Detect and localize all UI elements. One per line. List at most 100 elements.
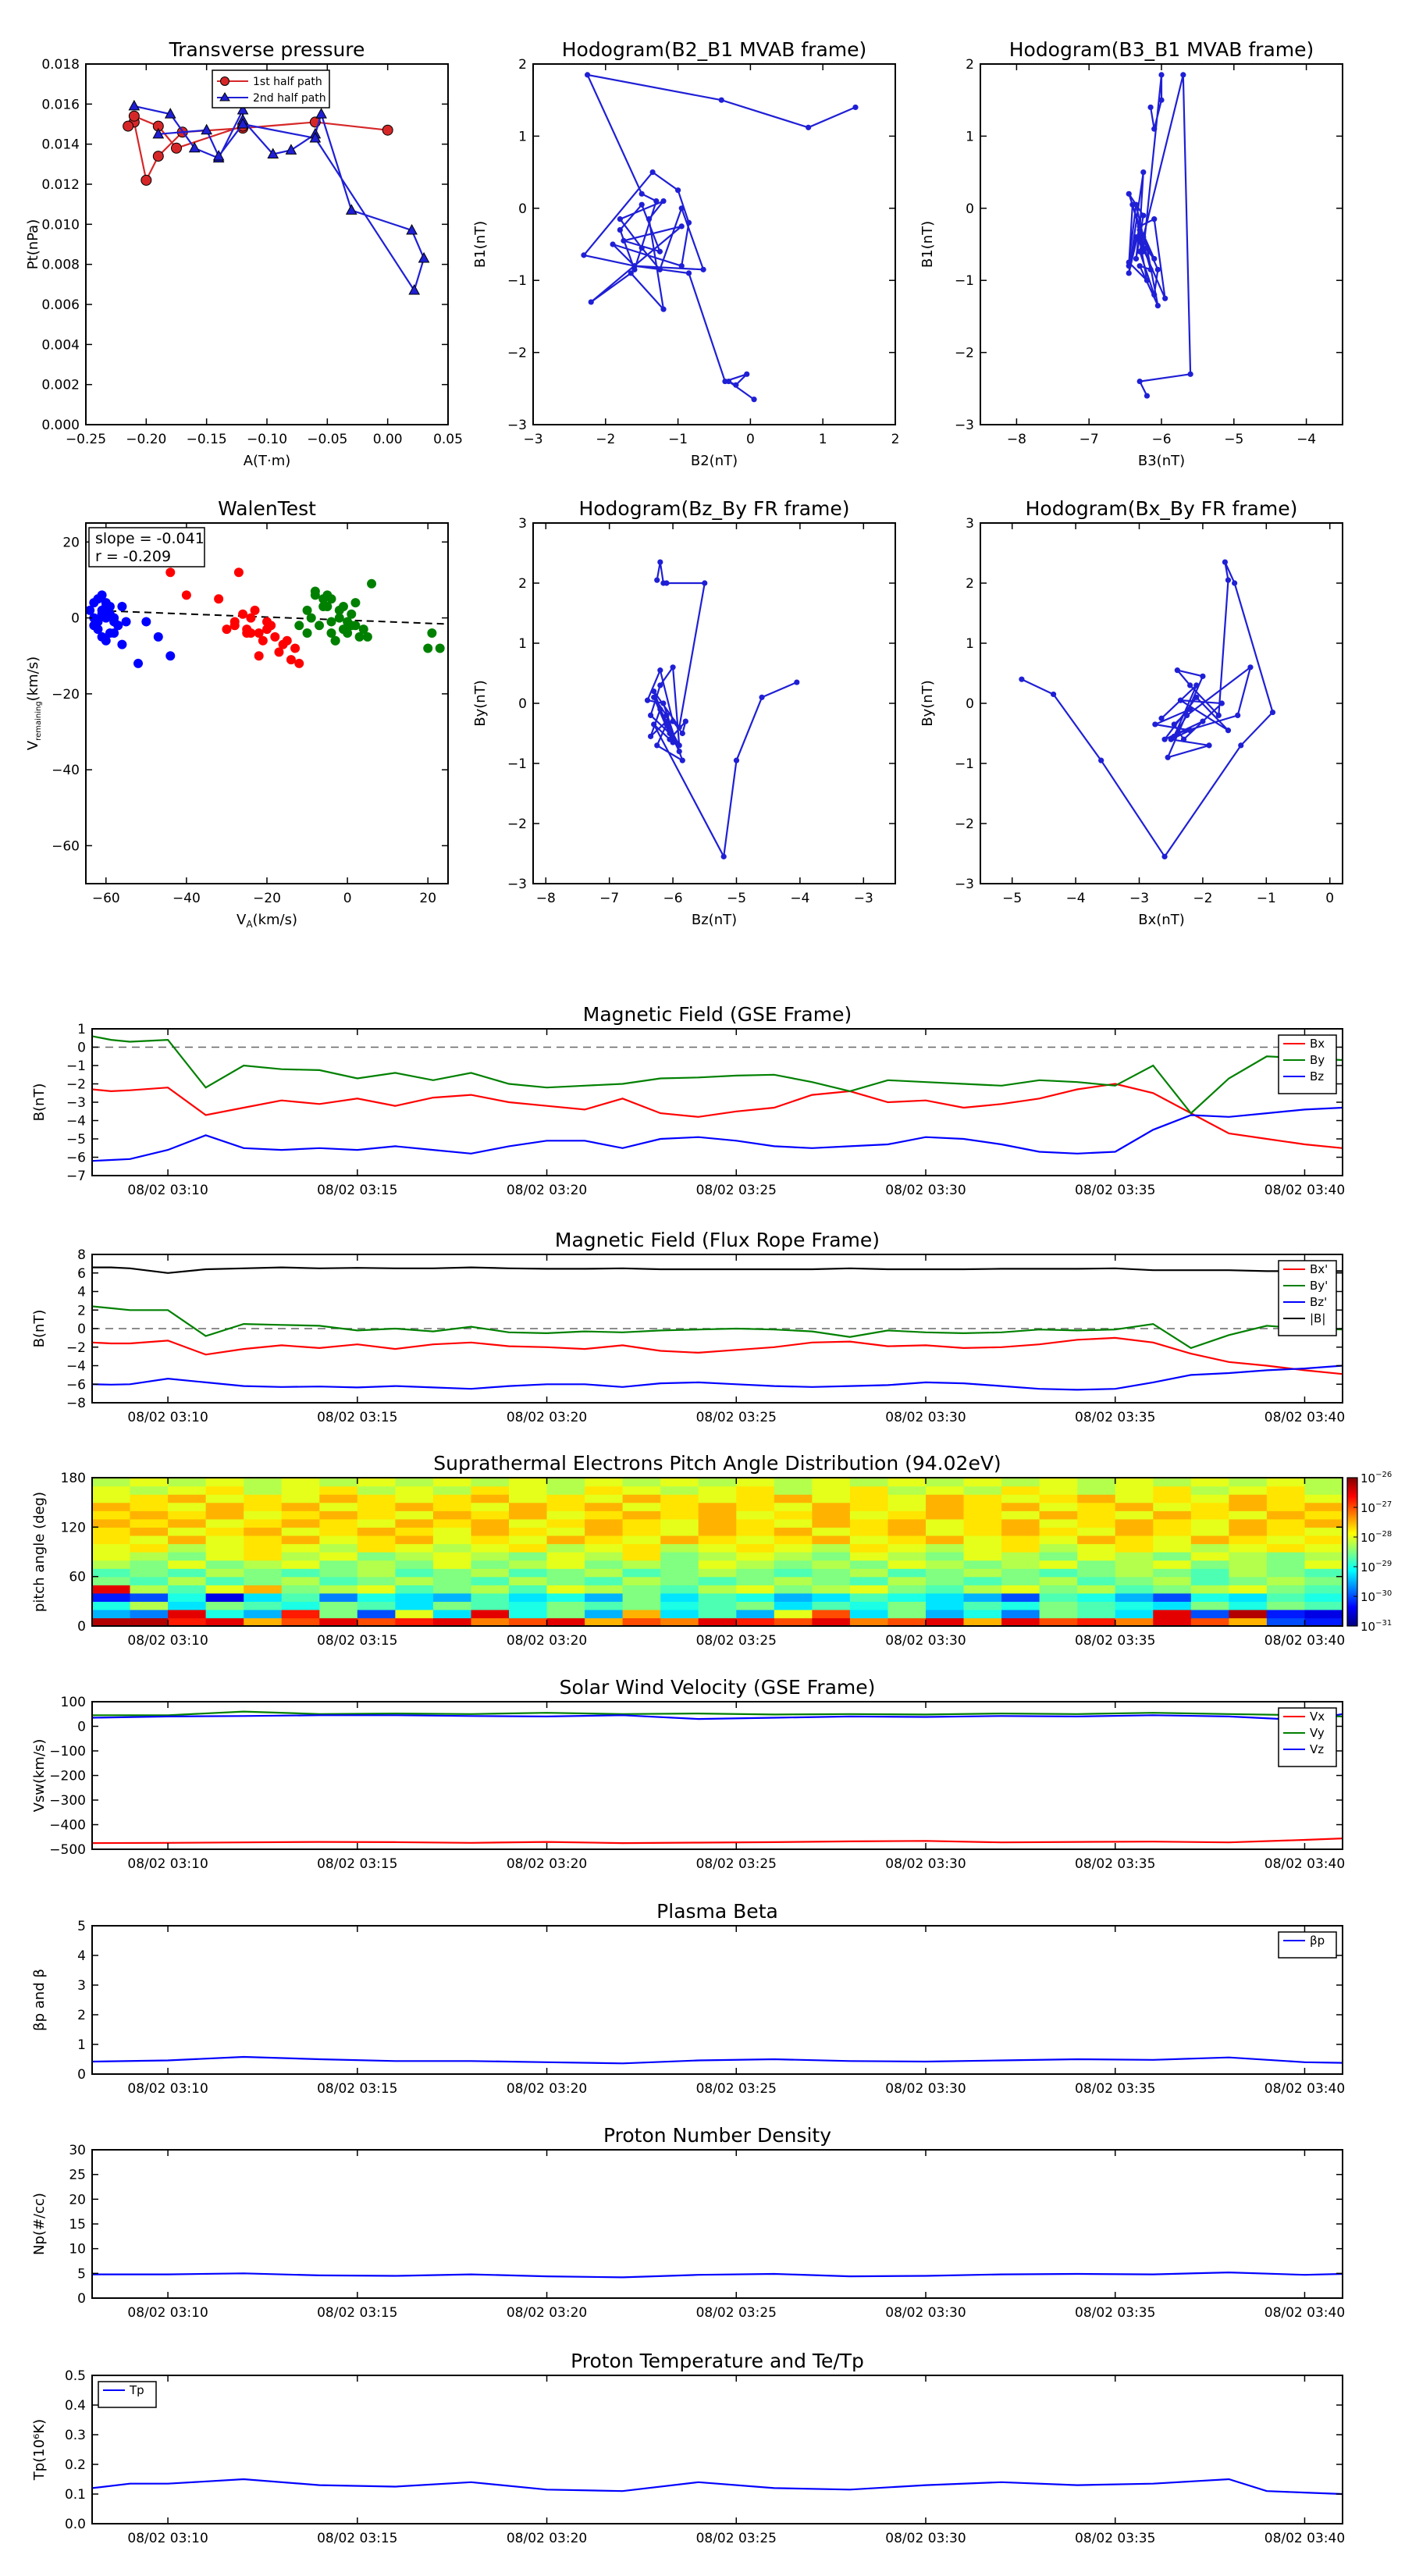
y-tick-label: 1 <box>518 129 527 144</box>
data-point <box>128 99 140 111</box>
data-point <box>1144 245 1151 251</box>
heatmap-cell <box>130 1494 169 1503</box>
data-point <box>806 124 812 130</box>
heatmap-cell <box>319 1585 358 1594</box>
heatmap-cell <box>1153 1535 1192 1545</box>
heatmap-cell <box>130 1576 169 1585</box>
data-point <box>1151 216 1158 222</box>
heatmap-cell <box>509 1478 548 1487</box>
chart-title: WalenTest <box>218 497 316 520</box>
x-tick-label: 08/02 03:25 <box>696 1410 777 1425</box>
y-tick-label: 1 <box>77 1022 86 1037</box>
heatmap-cell <box>1304 1485 1343 1495</box>
colorbar-tick-label: 10−30 <box>1361 1589 1392 1604</box>
heatmap-cell <box>1229 1485 1268 1495</box>
heatmap-cell <box>432 1585 471 1594</box>
heatmap-cell <box>812 1560 851 1569</box>
heatmap-cell <box>622 1568 661 1578</box>
heatmap-cell <box>205 1609 244 1619</box>
y-axis-label: By(nT) <box>919 680 936 726</box>
data-point <box>117 639 127 649</box>
data-point <box>201 123 213 135</box>
heatmap-cell <box>660 1535 699 1545</box>
chart-0: Transverse pressure A(T·m) Pt(nPa) −0.25 −0.… <box>25 38 463 469</box>
x-tick-label: 08/02 03:20 <box>507 2081 587 2097</box>
data-point <box>660 306 667 312</box>
heatmap-cell <box>660 1543 699 1553</box>
y-tick-label: 0.0 <box>65 2517 86 2532</box>
y-tick-label: 1 <box>518 636 527 652</box>
heatmap-cell <box>395 1527 434 1536</box>
heatmap-cell <box>698 1518 737 1528</box>
data-point <box>128 110 140 122</box>
heatmap-cell <box>92 1543 131 1553</box>
heatmap-cell <box>244 1543 283 1553</box>
r-annotation: r = -0.209 <box>95 548 171 565</box>
heatmap-cell <box>622 1617 661 1627</box>
heatmap-cell <box>774 1510 813 1520</box>
data-point <box>660 197 667 205</box>
heatmap-cell <box>774 1518 813 1528</box>
heatmap-cell <box>471 1617 510 1627</box>
x-tick-label: 08/02 03:20 <box>507 1410 587 1425</box>
x-tick-label: 08/02 03:15 <box>317 2531 397 2546</box>
heatmap-cell <box>660 1478 699 1487</box>
data-point <box>1161 853 1168 859</box>
heatmap-cell <box>168 1494 207 1503</box>
heatmap-cell <box>1266 1560 1305 1569</box>
heatmap-cell <box>1229 1535 1268 1545</box>
heatmap-cell <box>774 1568 813 1578</box>
y-tick-label: 0.016 <box>41 97 80 112</box>
heatmap-cell <box>736 1617 775 1627</box>
heatmap-cell <box>926 1585 965 1594</box>
heatmap-cell <box>168 1527 207 1536</box>
data-point <box>1158 97 1165 103</box>
heatmap-cell <box>319 1518 358 1528</box>
y-axis-label: pitch angle (deg) <box>31 1492 48 1612</box>
x-axis-label: VA(km/s) <box>237 912 297 930</box>
data-point <box>678 205 685 212</box>
heatmap-cell <box>1304 1576 1343 1585</box>
x-tick-label: 08/02 03:10 <box>127 2531 208 2546</box>
heatmap-cell <box>585 1510 624 1520</box>
x-tick-label: 08/02 03:15 <box>317 1633 397 1649</box>
x-tick-label: −8 <box>1007 432 1026 447</box>
heatmap-cell <box>736 1485 775 1495</box>
heatmap-cell <box>92 1568 131 1578</box>
heatmap-cell <box>736 1560 775 1569</box>
heatmap-cell <box>1229 1617 1268 1627</box>
x-tick-label: −5 <box>1002 891 1022 906</box>
chart-title: Plasma Beta <box>656 1900 778 1923</box>
heatmap-cell <box>432 1609 471 1619</box>
heatmap-cell <box>1077 1535 1116 1545</box>
heatmap-cell <box>1077 1518 1116 1528</box>
heatmap-cell <box>244 1494 283 1503</box>
heatmap-cell <box>357 1585 396 1594</box>
heatmap-cell <box>660 1592 699 1602</box>
y-tick-label: 30 <box>69 2143 86 2158</box>
data-point <box>657 559 663 565</box>
legend-label: Bx <box>1310 1037 1325 1051</box>
data-point <box>1133 234 1140 240</box>
x-tick-label: 08/02 03:20 <box>507 2305 587 2321</box>
data-point <box>358 624 368 635</box>
heatmap-cell <box>395 1617 434 1627</box>
heatmap-cell <box>1153 1585 1192 1594</box>
heatmap-cell <box>130 1568 169 1578</box>
data-point <box>310 586 320 596</box>
heatmap-cell <box>1266 1601 1305 1610</box>
data-point <box>318 601 329 611</box>
heatmap-cell <box>130 1609 169 1619</box>
heatmap-cell <box>622 1543 661 1553</box>
heatmap-cell <box>660 1576 699 1585</box>
heatmap-cell <box>1077 1478 1116 1487</box>
y-tick-label: −7 <box>66 1169 86 1184</box>
heatmap-cell <box>471 1510 510 1520</box>
chart-12: Proton Temperature and Te/Tp Tp(10⁶K) 08/0… <box>31 2350 1345 2546</box>
chart-title: Hodogram(B3_B1 MVAB frame) <box>1009 38 1314 61</box>
heatmap-cell <box>849 1478 888 1487</box>
heatmap-cell <box>1190 1576 1229 1585</box>
data-point <box>109 613 119 623</box>
chart-title: Magnetic Field (GSE Frame) <box>583 1003 852 1026</box>
